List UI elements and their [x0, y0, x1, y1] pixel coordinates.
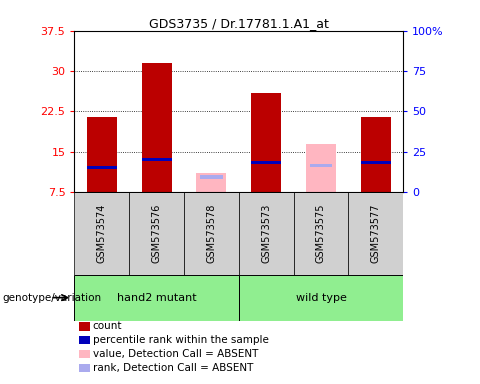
Bar [348, 192, 403, 275]
Text: count: count [93, 321, 122, 331]
Bar [74, 192, 129, 275]
Bar [200, 175, 223, 179]
Text: GSM573573: GSM573573 [261, 204, 271, 263]
Text: GSM573574: GSM573574 [97, 204, 107, 263]
Bar [239, 192, 294, 275]
Text: genotype/variation: genotype/variation [2, 293, 102, 303]
Text: value, Detection Call = ABSENT: value, Detection Call = ABSENT [93, 349, 258, 359]
Bar [361, 117, 391, 192]
Text: wild type: wild type [296, 293, 347, 303]
Text: percentile rank within the sample: percentile rank within the sample [93, 335, 268, 345]
Bar [87, 117, 117, 192]
Text: GSM573577: GSM573577 [371, 204, 381, 263]
Bar [310, 164, 332, 167]
Text: GSM573578: GSM573578 [206, 204, 216, 263]
Bar [239, 275, 403, 321]
Bar [142, 63, 172, 192]
Bar [74, 275, 239, 321]
Title: GDS3735 / Dr.17781.1.A1_at: GDS3735 / Dr.17781.1.A1_at [149, 17, 329, 30]
Bar [251, 161, 281, 164]
Bar [129, 192, 184, 275]
Text: rank, Detection Call = ABSENT: rank, Detection Call = ABSENT [93, 363, 253, 373]
Bar [361, 161, 391, 164]
Text: GSM573575: GSM573575 [316, 204, 326, 263]
Bar [184, 192, 239, 275]
Bar [196, 173, 227, 192]
Bar [142, 158, 172, 161]
Bar [251, 93, 281, 192]
Text: hand2 mutant: hand2 mutant [117, 293, 196, 303]
Text: GSM573576: GSM573576 [152, 204, 162, 263]
Bar [306, 144, 336, 192]
Bar [87, 166, 117, 169]
Bar [294, 192, 348, 275]
